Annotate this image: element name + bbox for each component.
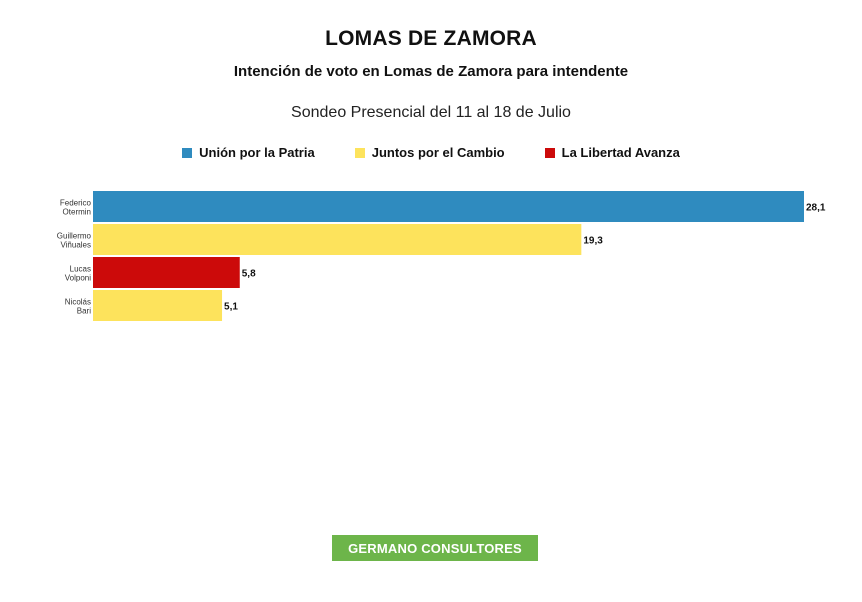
legend-item-juntos-por-el-cambio: Juntos por el Cambio [354, 145, 505, 160]
bar-category-line: Bari [77, 307, 91, 316]
legend-item-la-libertad-avanza: La Libertad Avanza [544, 145, 680, 160]
bar-category-line: Viñuales [60, 241, 91, 250]
survey-dates: Sondeo Presencial del 11 al 18 de Julio [291, 104, 571, 121]
bar-category-line: Volponi [65, 274, 91, 283]
bar-category-line: Guillermo [57, 232, 92, 241]
legend-label: La Libertad Avanza [561, 145, 680, 160]
bar-value-label: 5,8 [242, 269, 256, 280]
legend-item-union-por-la-patria: Unión por la Patria [182, 145, 315, 160]
legend-swatch [354, 147, 365, 158]
legend-swatch [182, 147, 193, 158]
bar-3 [93, 290, 223, 321]
chart-subtitle: Intención de voto en Lomas de Zamora par… [233, 63, 629, 80]
legend-label: Juntos por el Cambio [371, 145, 505, 160]
bar-category-label: Lucas Volponi [65, 265, 91, 283]
bar-category-line: Federico [60, 199, 92, 208]
legend-label: Unión por la Patria [199, 145, 315, 160]
bar-value-label: 5,1 [224, 302, 238, 313]
chart-title: LOMAS DE ZAMORA [325, 27, 537, 50]
bar-category-label: Guillermo Viñuales [57, 232, 92, 250]
bar-category-label: Nicolás Bari [65, 298, 91, 316]
legend-swatch [544, 147, 555, 158]
bar-value-label: 19,3 [583, 236, 603, 247]
legend: Unión por la Patria Juntos por el Cambio… [0, 145, 862, 160]
bar-2 [93, 257, 240, 288]
bar-1 [93, 224, 582, 255]
source-badge: GERMANO CONSULTORES [332, 535, 538, 561]
bar-value-label: 28,1 [806, 203, 826, 214]
bar-category-label: Federico Otermin [60, 199, 92, 217]
bar-category-line: Lucas [70, 265, 91, 274]
bar-0 [93, 191, 804, 222]
bar-category-line: Nicolás [65, 298, 91, 307]
bar-category-line: Otermin [63, 208, 91, 217]
